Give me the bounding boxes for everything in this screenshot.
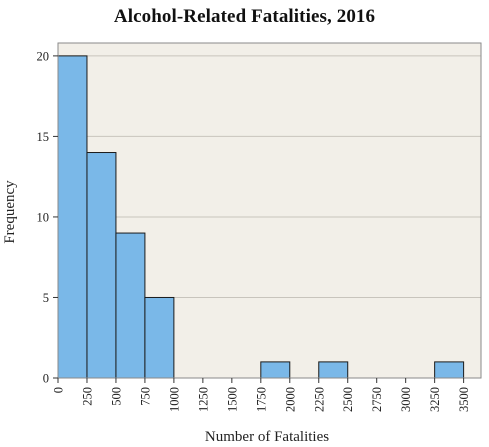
y-tick-label: 10 [37,210,50,224]
x-tick-label: 2750 [370,387,384,412]
histogram-bar [260,361,291,379]
plot-border [57,42,482,379]
x-tick-label: 1500 [225,387,239,412]
y-tick-label: 15 [37,130,50,144]
x-tick-label: 250 [80,387,94,406]
histogram-bar [57,55,88,379]
x-tick-label: 3000 [399,387,413,412]
x-tick-label: 2000 [283,387,297,412]
x-tick-label: 2250 [312,387,326,412]
x-tick-label: 1000 [167,387,181,412]
x-tick-label: 500 [109,387,123,406]
y-tick-label: 5 [43,291,49,305]
y-tick-label: 0 [43,372,49,386]
histogram-bar [144,296,175,379]
histogram-bar [115,232,146,379]
x-tick-label: 0 [52,387,66,393]
histogram-bar [318,361,349,379]
y-tick-label: 20 [37,49,50,63]
x-tick-label: 3250 [428,387,442,412]
histogram-bar [86,152,117,379]
x-tick-label: 1250 [196,387,210,412]
x-axis-label: Number of Fatalities [205,429,329,445]
x-tick-label: 3500 [457,387,471,412]
x-tick-label: 750 [138,387,152,406]
y-axis-label: Frequency [2,180,18,244]
chart-title: Alcohol-Related Fatalities, 2016 [113,6,376,27]
histogram-bar [434,361,465,379]
x-tick-label: 2500 [341,387,355,412]
x-tick-label: 1750 [254,387,268,412]
